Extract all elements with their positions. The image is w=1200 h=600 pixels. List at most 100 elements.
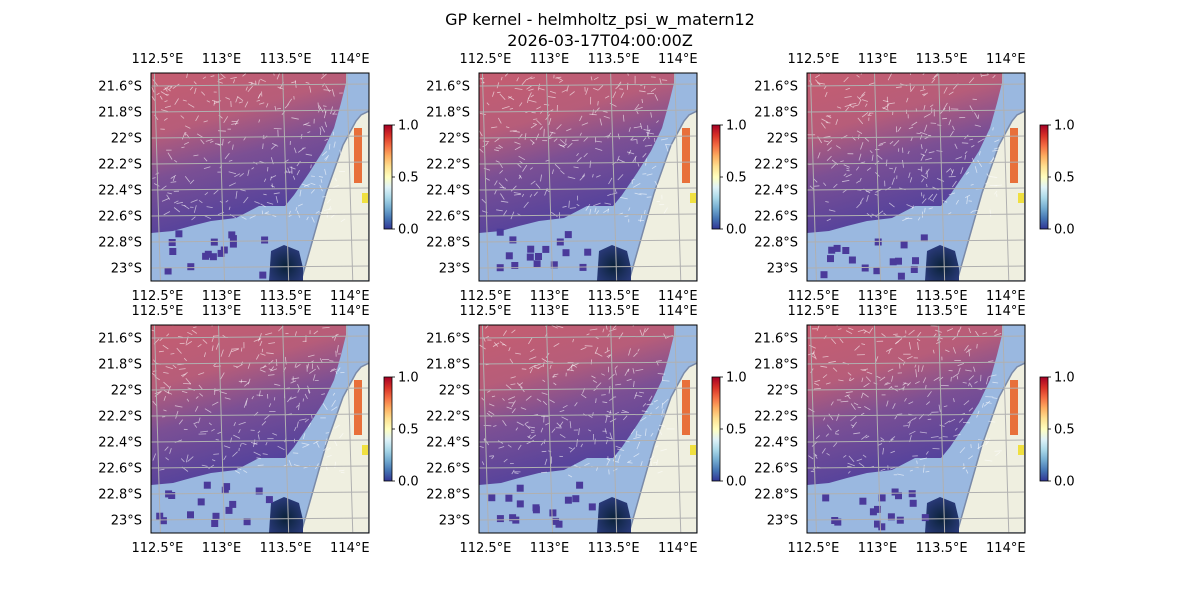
quiver-arrow — [840, 160, 844, 163]
gridline-lon — [674, 73, 682, 281]
quiver-arrow — [211, 428, 215, 432]
gridline-lat — [479, 135, 697, 139]
quiver-arrow — [956, 375, 959, 380]
colorbar-tick-label: 1.0 — [398, 119, 419, 134]
quiver-arrow — [585, 87, 589, 95]
quiver-arrow — [892, 403, 896, 409]
quiver-arrow — [825, 201, 829, 203]
quiver-arrow — [283, 464, 289, 467]
quiver-arrow — [159, 468, 165, 471]
lon-tick-label: 114°E — [986, 52, 1026, 67]
gridline-lon — [346, 73, 354, 281]
gridline-lat — [151, 465, 369, 469]
quiver-arrow — [828, 360, 836, 364]
quiver-arrow — [528, 434, 531, 439]
quiver-arrow — [576, 157, 582, 162]
quiver-arrow — [634, 103, 640, 111]
quiver-arrow — [633, 380, 635, 388]
gridline-lat — [807, 413, 1025, 417]
gridline-lat — [807, 387, 1025, 391]
gridline-lat — [479, 439, 697, 443]
quiver-arrow — [233, 434, 241, 439]
quiver-arrow — [509, 358, 514, 364]
quiver-arrow — [568, 447, 573, 450]
quiver-arrow — [850, 403, 856, 410]
quiver-arrow — [630, 428, 635, 435]
gridline-lon — [282, 73, 290, 281]
quiver-arrow — [959, 418, 964, 423]
data-cell — [164, 267, 172, 275]
quiver-arrow — [637, 348, 640, 352]
quiver-arrow — [323, 446, 329, 452]
quiver-arrow — [302, 147, 306, 149]
quiver-arrow — [294, 426, 297, 432]
quiver-arrow — [535, 133, 540, 141]
data-cell — [910, 266, 918, 273]
quiver-arrow — [288, 460, 293, 468]
quiver-arrow — [336, 345, 339, 353]
quiver-arrow — [866, 167, 872, 171]
quiver-arrow — [521, 368, 527, 370]
quiver-arrow — [170, 181, 177, 183]
quiver-arrow — [218, 130, 226, 132]
gridline-lon — [218, 73, 226, 281]
figure-title: GP kernel - helmholtz_psi_w_matern12 — [445, 10, 755, 29]
gridline-lat — [479, 265, 697, 269]
quiver-arrow — [876, 375, 881, 379]
quiver-arrow — [887, 368, 894, 372]
quiver-arrow — [508, 396, 516, 400]
quiver-arrow — [178, 419, 184, 425]
quiver-arrow — [166, 194, 171, 200]
quiver-arrow — [835, 119, 839, 126]
quiver-arrow — [596, 175, 601, 178]
quiver-arrow — [880, 468, 886, 471]
quiver-arrow — [862, 454, 867, 458]
map-panel: 112.5°E 112.5°E 113°E 113°E 113.5°E 113.5°E 11… — [426, 52, 746, 304]
quiver-arrow — [954, 427, 958, 431]
quiver-arrow — [548, 117, 552, 126]
data-cell — [848, 256, 856, 264]
quiver-arrow — [290, 380, 297, 384]
quiver-arrow — [661, 79, 668, 81]
quiver-arrow — [306, 216, 309, 221]
panel-frame — [150, 72, 370, 282]
quiver-arrow — [880, 437, 885, 441]
quiver-arrow — [933, 333, 937, 337]
quiver-arrow — [247, 169, 250, 176]
lat-tick-label: 23°S — [111, 262, 142, 277]
quiver-arrow — [843, 173, 847, 177]
quiver-arrow — [315, 441, 320, 448]
gridline-lat — [479, 187, 697, 191]
quiver-arrow — [617, 454, 621, 463]
quiver-arrow — [860, 412, 865, 416]
map-panel: 112.5°E 112.5°E 113°E 113°E 113.5°E 113.5°E 11… — [426, 304, 746, 556]
quiver-arrow — [660, 138, 668, 141]
quiver-arrow — [552, 374, 555, 378]
quiver-arrow — [333, 440, 338, 447]
quiver-arrow — [231, 122, 239, 125]
quiver-arrow — [833, 183, 838, 188]
data-cell — [535, 253, 542, 260]
colorbar-tick-label: 0.5 — [726, 423, 747, 438]
quiver-arrow — [503, 458, 508, 463]
quiver-arrow — [234, 470, 241, 474]
quiver-arrow — [499, 170, 503, 174]
quiver-arrow — [924, 124, 928, 132]
quiver-arrow — [633, 453, 640, 458]
lon-tick-label: 112.5°E — [459, 304, 511, 319]
quiver-arrow — [823, 135, 831, 138]
quiver-arrow — [277, 445, 285, 451]
quiver-arrow — [984, 459, 993, 462]
lon-tick-label: 112.5°E — [131, 541, 183, 556]
quiver-arrow — [204, 408, 212, 413]
quiver-arrow — [591, 375, 596, 379]
gridline-lat — [151, 187, 369, 191]
quiver-arrow — [263, 193, 267, 196]
quiver-arrow — [640, 123, 643, 129]
quiver-arrow — [211, 459, 216, 462]
lon-tick-label: 113.5°E — [260, 52, 312, 67]
quiver-arrow — [952, 336, 957, 341]
quiver-arrow — [569, 91, 575, 96]
data-cell — [584, 248, 592, 256]
quiver-arrow — [193, 81, 197, 85]
